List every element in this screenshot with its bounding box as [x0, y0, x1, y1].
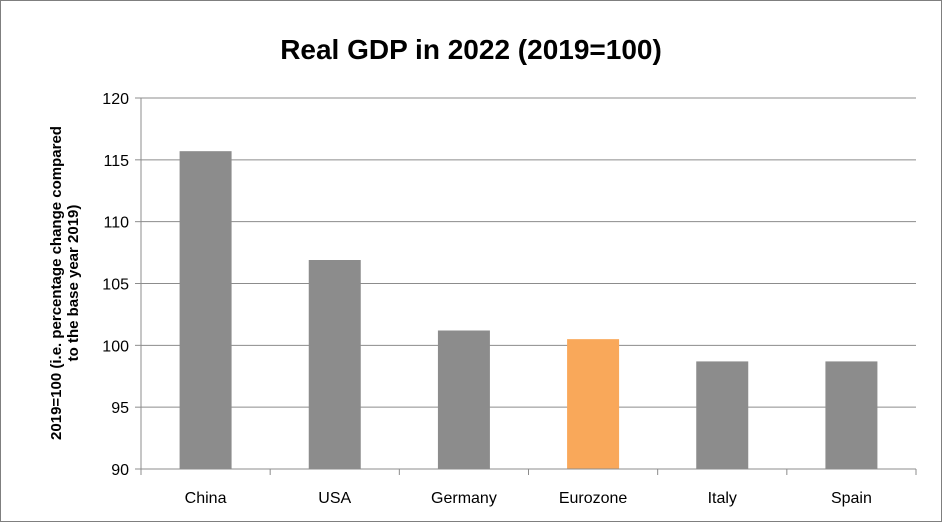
y-tick-label: 120	[102, 91, 129, 108]
x-tick-label: Spain	[831, 490, 872, 507]
gridlines	[141, 97, 916, 408]
y-tick-label: 90	[111, 462, 129, 479]
bar-china	[179, 151, 232, 469]
y-tick-label: 110	[103, 215, 129, 232]
x-tick-label: Germany	[431, 490, 497, 507]
bar-eurozone	[567, 339, 620, 469]
y-tick-label: 115	[103, 153, 129, 170]
x-tick-label: China	[185, 490, 227, 507]
x-tick-labels: China USA Germany Eurozone Italy Spain	[185, 490, 872, 507]
y-axis-label-line-1: 2019=100 (i.e. percentage change compare…	[48, 126, 65, 440]
bar-usa	[308, 260, 361, 469]
x-tick-label: USA	[318, 490, 351, 507]
x-tick-label: Eurozone	[559, 490, 628, 507]
bar-italy	[696, 361, 749, 469]
y-tick-labels: 90 95 100 105 110 115 120	[102, 91, 141, 479]
bars	[179, 151, 878, 469]
bar-germany	[437, 330, 490, 469]
y-axis-label-line-2: to the base year 2019)	[65, 205, 82, 362]
chart-title: Real GDP in 2022 (2019=100)	[280, 34, 662, 65]
x-tick-label: Italy	[708, 490, 737, 507]
y-tick-label: 95	[111, 400, 129, 417]
y-axis-label: 2019=100 (i.e. percentage change compare…	[48, 126, 82, 440]
y-tick-label: 105	[102, 277, 129, 294]
bar-spain	[825, 361, 878, 469]
axes	[140, 98, 917, 475]
y-tick-label: 100	[102, 338, 129, 355]
